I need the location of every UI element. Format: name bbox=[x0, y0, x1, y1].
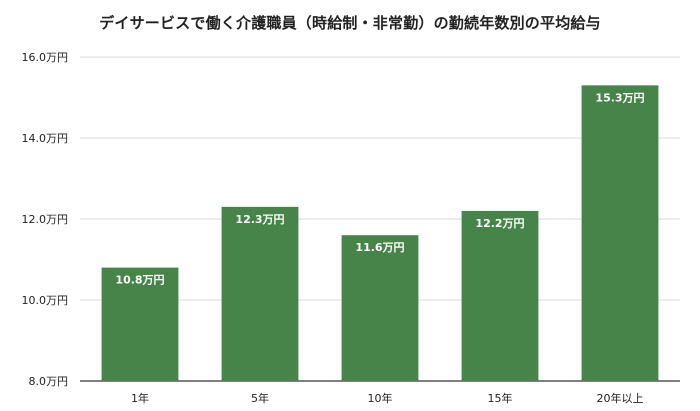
x-tick-label: 20年以上 bbox=[597, 391, 644, 405]
bar-data-label: 11.6万円 bbox=[355, 241, 404, 254]
y-tick-label: 10.0万円 bbox=[22, 294, 69, 307]
y-tick-label: 8.0万円 bbox=[29, 375, 69, 388]
y-tick-label: 14.0万円 bbox=[22, 132, 69, 145]
bar bbox=[341, 235, 419, 381]
x-tick-label: 1年 bbox=[131, 391, 149, 405]
bar bbox=[461, 210, 539, 381]
x-tick-label: 5年 bbox=[251, 391, 269, 405]
chart-title: デイサービスで働く介護職員（時給制・非常勤）の勤続年数別の平均給与 bbox=[99, 14, 601, 32]
y-tick-label: 16.0万円 bbox=[22, 51, 69, 64]
bar bbox=[101, 267, 179, 381]
x-tick-label: 10年 bbox=[368, 391, 393, 405]
bar-data-label: 15.3万円 bbox=[595, 91, 644, 104]
bar-data-label: 10.8万円 bbox=[115, 274, 164, 287]
bar bbox=[581, 85, 659, 381]
bar bbox=[221, 206, 299, 381]
y-tick-label: 12.0万円 bbox=[22, 213, 69, 226]
x-tick-label: 15年 bbox=[488, 391, 513, 405]
bar-data-label: 12.3万円 bbox=[235, 213, 284, 226]
bar-data-label: 12.2万円 bbox=[475, 217, 524, 230]
